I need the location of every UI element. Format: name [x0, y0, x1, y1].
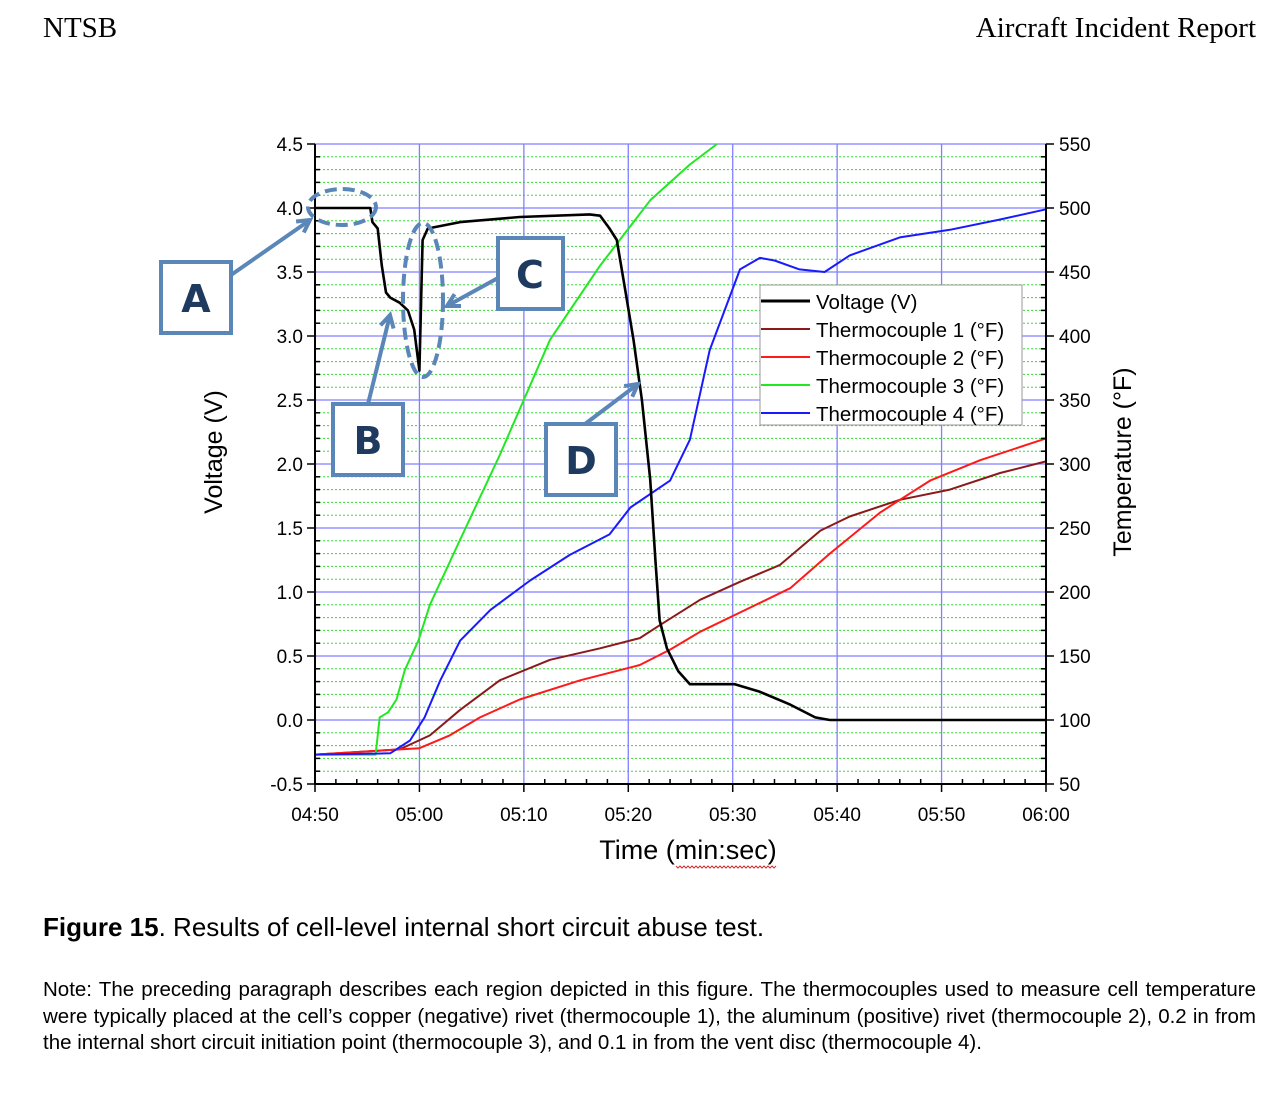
y2-tick-label: 350	[1059, 391, 1091, 412]
y-tick-label: 4.0	[277, 199, 303, 220]
figure-caption: Figure 15. Results of cell-level interna…	[43, 912, 764, 943]
x-axis-label: Time (min:sec)	[599, 835, 777, 865]
series-line-thermocouple-1	[314, 460, 1047, 756]
y2-tick-label: 500	[1059, 199, 1091, 220]
annotation-label: D	[565, 439, 597, 483]
annotation-box-c	[496, 236, 565, 311]
y-tick-label: 0.5	[277, 647, 303, 668]
annotation-label: C	[516, 253, 544, 297]
x-tick-label: 05:40	[813, 805, 861, 826]
y2-tick-label: 50	[1059, 775, 1080, 796]
annotation-ellipse-c	[401, 221, 445, 379]
y2-tick-label: 400	[1059, 327, 1091, 348]
header-right: Aircraft Incident Report	[975, 12, 1256, 44]
legend-label: Voltage (V)	[816, 291, 917, 314]
legend-label: Thermocouple 4 (°F)	[816, 403, 1004, 426]
chart: -0.5 0.0 0.5 1.0 1.5 2.0 2.5 3.0 3.5 4.0 4.5 50 100 1…	[159, 135, 1137, 869]
y2-tick-label: 550	[1059, 135, 1091, 156]
y2-tick-label: 450	[1059, 263, 1091, 284]
legend: Voltage (V) Thermocouple 1 (°F) Thermocoup…	[759, 284, 1023, 426]
annotation-arrowhead	[379, 310, 396, 330]
annotation-box-b	[331, 402, 405, 477]
y2-tick-label: 200	[1059, 583, 1091, 604]
y2-tick-label: 300	[1059, 455, 1091, 476]
x-tick-label: 05:30	[709, 805, 757, 826]
y-tick-label: 3.5	[277, 263, 303, 284]
y-tick-label: 2.0	[277, 455, 303, 476]
annotation-arrow	[366, 314, 392, 405]
y-tick-label: 0.0	[277, 711, 303, 732]
spellcheck-underline	[675, 865, 777, 869]
annotation-box-a	[159, 260, 233, 335]
figure-note: Note: The preceding paragraph describes …	[43, 978, 1256, 1054]
axes: -0.5 0.0 0.5 1.0 1.5 2.0 2.5 3.0 3.5 4.0 4.5 50 100 1…	[270, 135, 1090, 826]
series-line-thermocouple-4	[314, 208, 1047, 756]
annotation-box-d	[544, 422, 618, 497]
legend-label: Thermocouple 3 (°F)	[816, 375, 1004, 398]
series-lines	[314, 143, 1047, 756]
x-tick-label: 05:20	[605, 805, 653, 826]
figure-label: Figure 15	[43, 912, 159, 942]
x-tick-label: 05:50	[918, 805, 966, 826]
x-tick-label: 05:00	[396, 805, 444, 826]
series-line-voltage	[315, 206, 1046, 722]
annotation-arrow	[583, 382, 640, 426]
y-tick-label: 1.5	[277, 519, 303, 540]
y2-tick-label: 150	[1059, 647, 1091, 668]
annotation-label: B	[354, 419, 383, 463]
figure-caption-text: . Results of cell-level internal short c…	[158, 912, 765, 942]
annotation-arrow	[446, 276, 499, 308]
grid	[314, 143, 1047, 785]
annotation-arrowhead	[623, 381, 642, 398]
y-axis-label: Voltage (V)	[200, 390, 228, 514]
annotations: A B C D	[159, 187, 642, 497]
legend-label: Thermocouple 1 (°F)	[816, 319, 1004, 342]
y-tick-label: 4.5	[277, 135, 303, 156]
y-tick-label: 3.0	[277, 327, 303, 348]
x-tick-label: 06:00	[1022, 805, 1070, 826]
x-tick-label: 04:50	[291, 805, 339, 826]
y2-axis-label: Temperature (°F)	[1109, 367, 1137, 556]
y2-tick-label: 250	[1059, 519, 1091, 540]
y-tick-label: 1.0	[277, 583, 303, 604]
annotation-arrow	[229, 218, 312, 277]
y-tick-label: 2.5	[277, 391, 303, 412]
header-left: NTSB	[43, 12, 118, 44]
annotation-arrowhead	[295, 217, 314, 234]
series-line-thermocouple-3	[315, 143, 718, 756]
annotation-ellipse-a	[306, 187, 378, 227]
y-tick-label: -0.5	[270, 775, 303, 796]
legend-label: Thermocouple 2 (°F)	[816, 347, 1004, 370]
x-tick-label: 05:10	[500, 805, 548, 826]
annotation-arrowhead	[443, 293, 462, 309]
y2-tick-label: 100	[1059, 711, 1091, 732]
series-line-thermocouple-2	[314, 437, 1047, 756]
annotation-label: A	[181, 277, 211, 321]
legend-box	[759, 284, 1023, 426]
